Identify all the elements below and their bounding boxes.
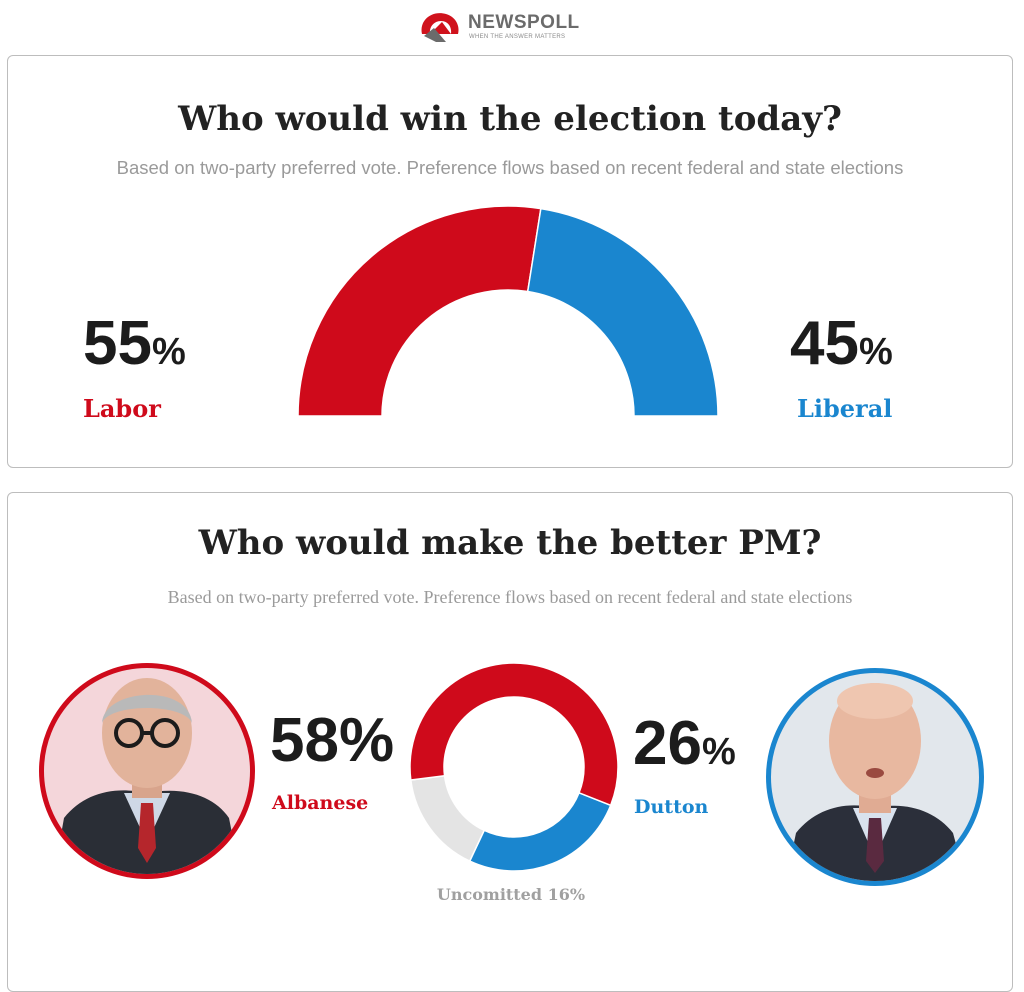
election-title: Who would win the election today? <box>178 99 842 139</box>
albanese-portrait-icon <box>54 678 240 874</box>
labor-percentage: 55% <box>83 308 186 379</box>
logo-brand-text: NEWSPOLL <box>468 12 580 33</box>
donut-segment-dutton <box>468 791 612 872</box>
election-half-donut-chart <box>297 206 719 417</box>
gauge-segment-liberal <box>526 207 719 417</box>
logo-tagline: WHEN THE ANSWER MATTERS <box>469 34 566 40</box>
donut-segment-albanese <box>409 662 619 807</box>
dutton-portrait <box>766 668 984 886</box>
better-pm-donut-chart <box>409 662 619 872</box>
dutton-percentage-sign: % <box>701 731 736 773</box>
labor-percentage-value: 55 <box>83 309 152 378</box>
dutton-percentage: 26% <box>633 708 736 779</box>
election-subtitle: Based on two-party preferred vote. Prefe… <box>116 157 904 178</box>
uncommitted-label: Uncomitted 16% <box>436 885 586 904</box>
liberal-label: Liberal <box>797 394 893 423</box>
labor-percentage-sign: % <box>151 331 186 373</box>
election-card: Who would win the election today? Based … <box>7 55 1013 468</box>
liberal-percentage-value: 45 <box>790 309 859 378</box>
donut-segment-uncomitted <box>409 774 486 863</box>
newspoll-logo: NEWSPOLL WHEN THE ANSWER MATTERS <box>418 8 588 44</box>
newspoll-n-logo-icon <box>421 13 459 42</box>
albanese-percentage: 58% <box>270 705 394 776</box>
pm-title: Who would make the better PM? <box>198 523 822 563</box>
albanese-percentage-value: 58% <box>270 706 395 775</box>
dutton-label: Dutton <box>634 796 709 818</box>
pm-card: Who would make the better PM? Based on t… <box>7 492 1013 992</box>
pm-subtitle: Based on two-party preferred vote. Prefe… <box>167 587 853 607</box>
dutton-percentage-value: 26 <box>633 709 702 778</box>
labor-label: Labor <box>83 394 161 423</box>
liberal-percentage: 45% <box>790 308 893 379</box>
dutton-portrait-icon <box>786 683 966 881</box>
liberal-percentage-sign: % <box>858 331 893 373</box>
albanese-label: Albanese <box>272 792 369 814</box>
gauge-segment-labor <box>297 206 542 417</box>
albanese-portrait <box>39 663 255 879</box>
